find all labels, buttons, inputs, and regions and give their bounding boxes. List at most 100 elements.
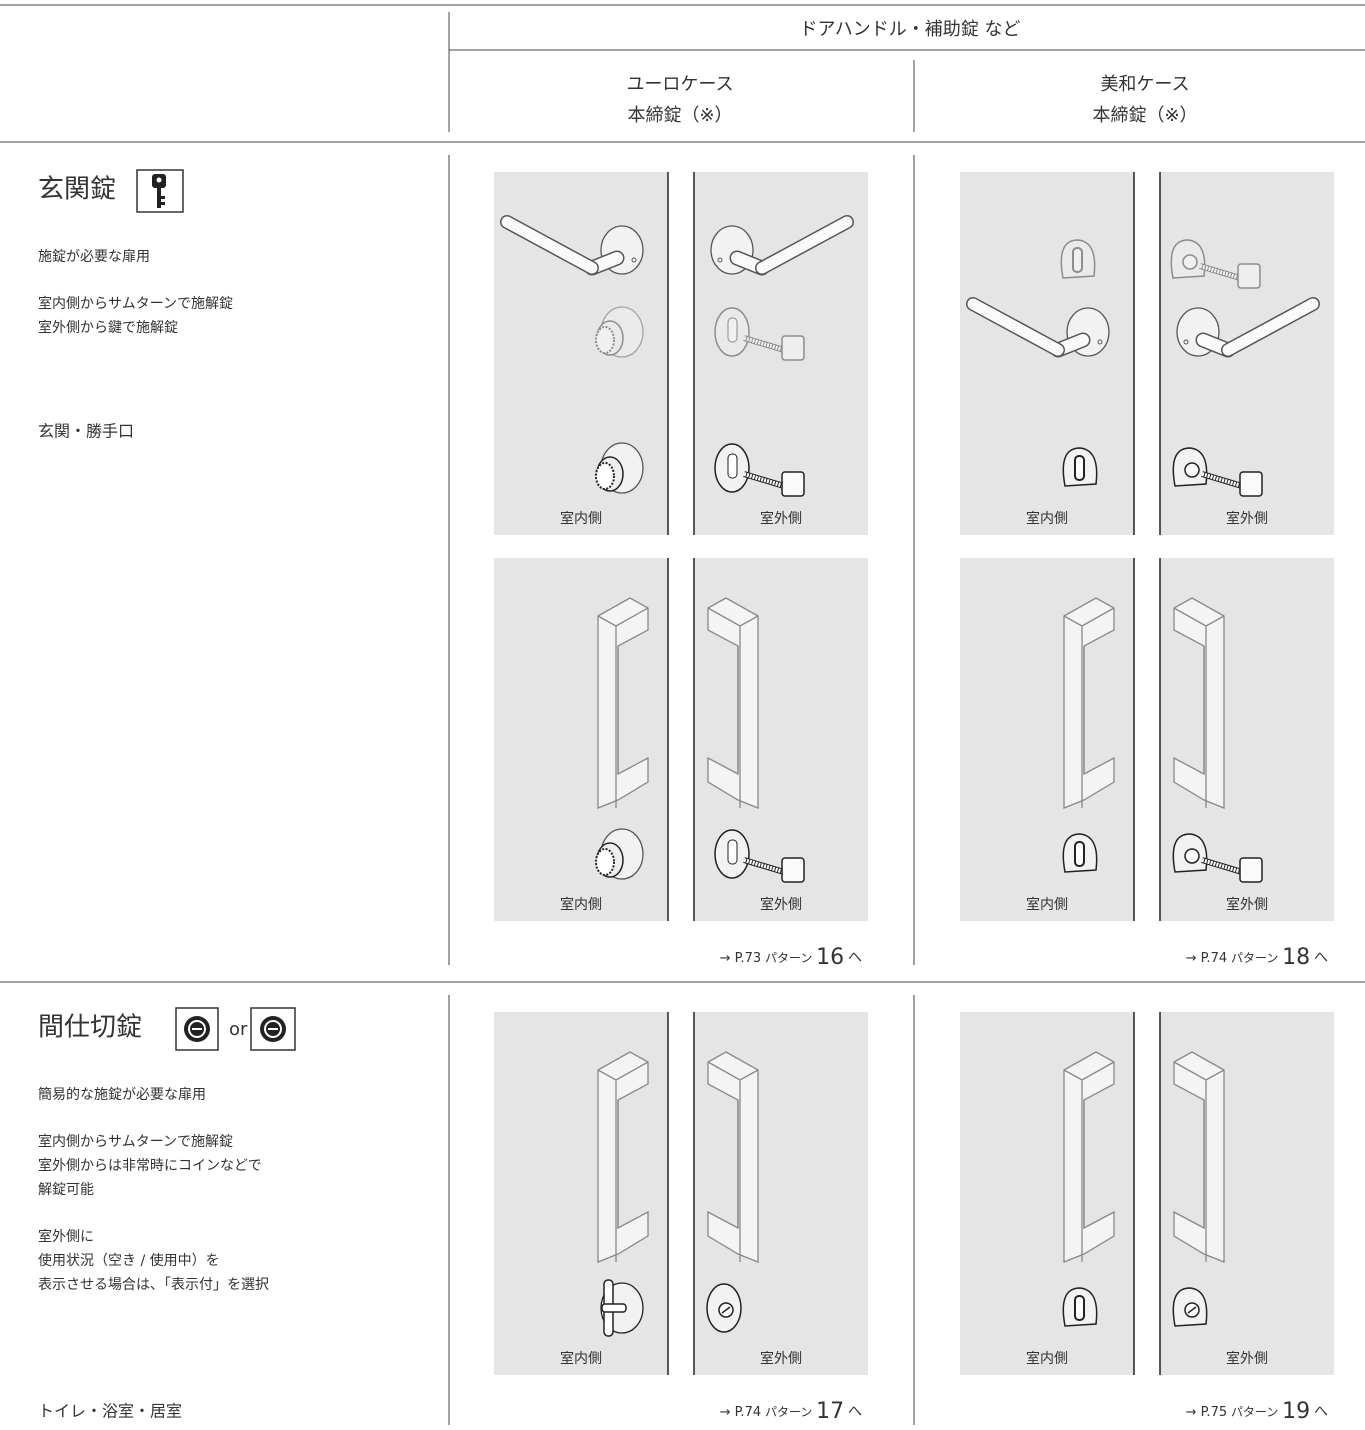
bar-handle-edge (1063, 1061, 1115, 1262)
panel-inside (960, 172, 1134, 535)
side-label: 室内側 (560, 896, 602, 913)
lever (501, 216, 598, 274)
column-header: 本締錠（※） (627, 105, 732, 126)
key-head (781, 335, 805, 361)
page-link: → P.73 パターン 16 へ (720, 945, 862, 970)
screw (1183, 339, 1189, 345)
side-label: 室内側 (560, 1350, 602, 1367)
key-blade (1201, 472, 1243, 488)
illustration (1172, 1287, 1208, 1327)
link-word: パターン (1231, 951, 1278, 965)
illustration (1062, 1287, 1098, 1327)
key-blade (1199, 263, 1241, 281)
knob (596, 320, 624, 356)
side-label: 室内側 (1026, 896, 1068, 913)
bar-handle (1173, 597, 1225, 809)
lever (967, 298, 1064, 356)
row-title: 玄関錠 (38, 175, 116, 205)
illustration (500, 215, 644, 276)
bar-handle-edge (707, 607, 759, 808)
usage: トイレ・浴室・居室 (38, 1402, 182, 1421)
bar-handle (1173, 1051, 1225, 1263)
illustration (1172, 447, 1263, 497)
bar-handle-edge (1173, 1061, 1225, 1262)
link-suffix: へ (1314, 1404, 1328, 1420)
key-icon (136, 169, 184, 213)
link-suffix: へ (848, 950, 862, 966)
bar-handle (1063, 597, 1115, 809)
link-suffix: へ (848, 1404, 862, 1420)
screw (1097, 339, 1103, 345)
illustration (1062, 833, 1098, 873)
link-prefix: → P.74 (1186, 951, 1228, 966)
coin-slot (721, 1306, 731, 1314)
screw (631, 257, 637, 263)
illustration (714, 307, 805, 361)
illustration (1176, 297, 1320, 358)
turn (1072, 247, 1083, 273)
key-head (781, 857, 805, 883)
coin-slot (1187, 1306, 1197, 1314)
illustration (595, 828, 644, 880)
turn (1074, 841, 1085, 867)
link-prefix: → P.75 (1186, 1405, 1228, 1420)
column-header: 本締錠（※） (1092, 105, 1197, 126)
illustration (1062, 447, 1098, 487)
bar-handle-edge (1063, 607, 1115, 808)
key-blade (743, 472, 785, 488)
link-word: パターン (765, 1405, 812, 1419)
keyhole (727, 839, 738, 865)
key-head (781, 471, 805, 497)
illustration (706, 1283, 742, 1333)
link-word: パターン (1231, 1405, 1278, 1419)
side-label: 室内側 (1026, 1350, 1068, 1367)
screw (717, 257, 723, 263)
column-header: 美和ケース (1100, 74, 1189, 95)
illustration (595, 442, 644, 494)
description: 室内側からサムターンで施解錠 (38, 295, 233, 312)
bar-handle-edge (597, 1061, 649, 1262)
description: 室外側に (38, 1228, 94, 1245)
description: 室内側からサムターンで施解錠 (38, 1133, 233, 1150)
bar-handle (597, 1051, 649, 1263)
row-title: 間仕切錠 (38, 1013, 142, 1043)
illustration (1172, 833, 1263, 883)
side-label: 室外側 (760, 896, 802, 913)
side-label: 室外側 (760, 1350, 802, 1367)
key-head (1239, 857, 1263, 883)
key-head (1239, 471, 1263, 497)
knob-face (595, 462, 615, 490)
key-blade (1199, 264, 1241, 280)
page-link: → P.75 パターン 19 へ (1186, 1399, 1328, 1424)
key-blade (743, 336, 785, 352)
link-prefix: → P.73 (720, 951, 762, 966)
description: 施錠が必要な扉用 (38, 249, 150, 265)
illustration (1060, 239, 1096, 279)
illustration (600, 1279, 644, 1337)
cylinder-core (1184, 848, 1200, 864)
illustration (595, 306, 644, 358)
turn-icon (175, 1007, 219, 1051)
illustration (966, 297, 1110, 358)
description: 表示させる場合は、「表示付」を選択 (38, 1277, 269, 1293)
coin-icon (250, 1007, 296, 1051)
illustration (710, 215, 854, 276)
page-link: → P.74 パターン 18 へ (1186, 945, 1328, 970)
link-number: 16 (816, 945, 844, 970)
illustration (714, 829, 805, 883)
column-header: ユーロケース (626, 74, 733, 95)
bar-handle-edge (1173, 607, 1225, 808)
description: 使用状況（空き / 使用中）を (38, 1252, 220, 1269)
link-number: 18 (1282, 945, 1310, 970)
bar-handle (1063, 1051, 1115, 1263)
bar-handle (707, 1051, 759, 1263)
turn (1074, 1295, 1085, 1321)
side-label: 室内側 (560, 510, 602, 527)
bar-handle-edge (597, 607, 649, 808)
cylinder-core (1184, 462, 1200, 478)
key-head (1237, 263, 1261, 289)
rose (714, 307, 750, 357)
usage: 玄関・勝手口 (38, 422, 134, 441)
cylinder-core (1182, 254, 1198, 270)
